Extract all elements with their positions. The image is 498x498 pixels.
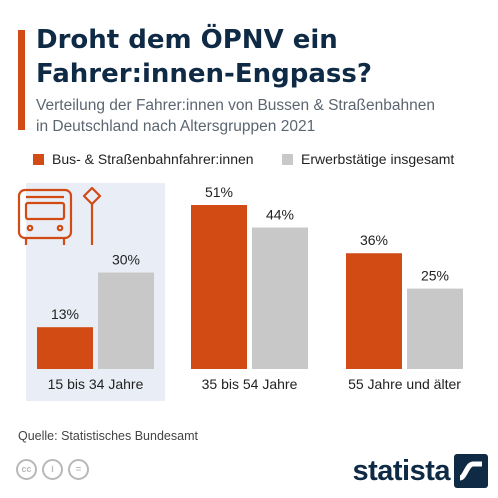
equals-icon: =	[68, 459, 89, 480]
bus-stop-sign-icon	[82, 186, 102, 245]
legend-item-total: Erwerbstätige insgesamt	[282, 151, 454, 167]
data-label-bus-2: 51%	[205, 184, 233, 200]
data-label-total-3: 25%	[421, 268, 449, 284]
bar-bus-3	[346, 253, 402, 369]
cc-icon: cc	[16, 459, 37, 480]
legend-item-bus: Bus- & Straßenbahnfahrer:innen	[33, 151, 254, 167]
data-label-bus-3: 36%	[360, 232, 388, 248]
data-label-total-1: 30%	[112, 252, 140, 268]
person-icon: i	[42, 459, 63, 480]
title-line-1: Droht dem ÖPNV ein	[36, 25, 338, 55]
brand-name: statista	[352, 454, 450, 487]
license-icons: cc i =	[16, 459, 89, 480]
data-label-bus-1: 13%	[51, 306, 79, 322]
subtitle-line-2: in Deutschland nach Altersgruppen 2021	[36, 118, 316, 135]
category-label-1: 15 bis 34 Jahre	[48, 376, 144, 392]
legend-swatch-bus	[33, 153, 44, 165]
chart-subtitle: Verteilung der Fahrer:innen von Bussen &…	[36, 95, 491, 137]
chart-title: Droht dem ÖPNV ein Fahrer:innen-Engpass?	[36, 23, 486, 91]
bar-total-3	[407, 288, 463, 369]
source-note: Quelle: Statistisches Bundesamt	[18, 429, 198, 443]
bar-total-2	[252, 227, 308, 369]
category-label-3: 55 Jahre und älter	[348, 376, 461, 392]
category-label-2: 35 bis 54 Jahre	[202, 376, 298, 392]
legend-label-bus: Bus- & Straßenbahnfahrer:innen	[52, 151, 254, 167]
statista-logo: statista	[352, 454, 488, 488]
bus-icon	[17, 188, 73, 245]
subtitle-line-1: Verteilung der Fahrer:innen von Bussen &…	[36, 97, 435, 114]
bar-bus-1	[37, 327, 93, 369]
title-line-2: Fahrer:innen-Engpass?	[36, 59, 372, 89]
bar-chart: 13% 51% 36% 30% 44% 25% 15 bis 34 Jahre 35 bis …	[17, 183, 463, 401]
bar-bus-2	[191, 205, 247, 369]
bar-total-1	[98, 272, 154, 369]
accent-bar	[18, 30, 25, 130]
legend-swatch-total	[282, 153, 293, 165]
statista-logo-icon	[454, 454, 488, 488]
data-label-total-2: 44%	[266, 207, 294, 223]
legend-label-total: Erwerbstätige insgesamt	[301, 151, 455, 167]
